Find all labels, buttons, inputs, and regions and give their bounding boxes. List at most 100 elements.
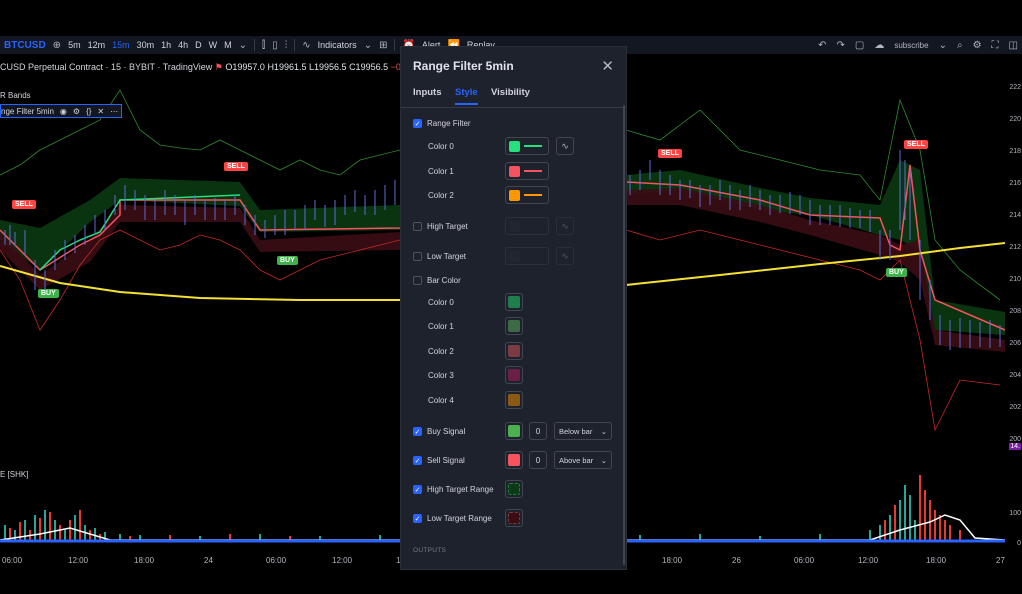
sell-signal-toggle[interactable]: ✓ Sell Signal bbox=[413, 456, 465, 465]
tab-inputs[interactable]: Inputs bbox=[413, 87, 442, 98]
chevron-down-icon[interactable]: ⌄ bbox=[238, 39, 248, 51]
checkbox-icon[interactable] bbox=[413, 252, 422, 261]
dialog-scrollbar[interactable] bbox=[623, 105, 625, 565]
high-target-range-label: High Target Range bbox=[427, 485, 494, 494]
buy-signal: BUY bbox=[886, 268, 907, 277]
outputs-section-label: OUTPUTS bbox=[413, 547, 447, 554]
symbol-search-button[interactable]: BTCUSD bbox=[4, 39, 46, 51]
line-style-icon[interactable]: ∿ bbox=[556, 217, 574, 235]
range-filter-line-green bbox=[39, 194, 241, 271]
source-code-icon[interactable]: {} bbox=[86, 106, 92, 116]
ohlc-icon[interactable]: ⫶ bbox=[284, 39, 288, 51]
bar-color0-label: Color 0 bbox=[428, 298, 454, 307]
redo-icon[interactable]: ↷ bbox=[836, 39, 845, 51]
tab-style[interactable]: Style bbox=[455, 87, 478, 105]
timeframe-4h[interactable]: 4h bbox=[178, 40, 189, 50]
more-icon[interactable]: ⋯ bbox=[110, 106, 119, 116]
templates-icon[interactable]: ⊞ bbox=[379, 39, 388, 51]
buy-signal-toggle[interactable]: ✓ Buy Signal bbox=[413, 427, 465, 436]
high-target-color-picker[interactable] bbox=[505, 217, 549, 235]
search-icon[interactable]: ⌕ bbox=[956, 39, 963, 51]
indicators-icon[interactable]: ∿ bbox=[302, 39, 311, 51]
bar-color4-picker[interactable] bbox=[505, 391, 523, 409]
high-target-range-toggle[interactable]: ✓ High Target Range bbox=[413, 485, 494, 494]
bar-color3-picker[interactable] bbox=[505, 366, 523, 384]
bar-color-toggle[interactable]: Bar Color bbox=[413, 276, 461, 285]
sell-signal-color-picker[interactable] bbox=[505, 451, 523, 469]
time-label: 18:00 bbox=[926, 556, 947, 565]
low-target-range-color-picker[interactable] bbox=[505, 509, 523, 527]
indicator-legend-bands[interactable]: R Bands bbox=[0, 91, 31, 100]
high-target-range-color-picker[interactable] bbox=[505, 480, 523, 498]
close-icon[interactable]: ✕ bbox=[97, 106, 105, 116]
rf-color0-picker[interactable] bbox=[505, 137, 549, 155]
price-label: 206 bbox=[1009, 340, 1021, 347]
chevron-down-icon[interactable]: ⌄ bbox=[363, 39, 373, 51]
chevron-down-icon[interactable]: ⌄ bbox=[938, 39, 947, 51]
line-style-icon[interactable]: ∿ bbox=[556, 247, 574, 265]
time-label: 12:00 bbox=[858, 556, 879, 565]
high-target-toggle[interactable]: High Target bbox=[413, 222, 468, 231]
chevron-down-icon: ⌄ bbox=[600, 455, 607, 465]
buy-signal-size[interactable]: 0 bbox=[529, 422, 547, 440]
candles-icon[interactable]: ⫿ bbox=[262, 39, 266, 51]
checkbox-checked-icon[interactable]: ✓ bbox=[413, 485, 422, 494]
price-label: 0 bbox=[1017, 540, 1021, 547]
price-axis[interactable]: 222 220 218 216 214 212 210 208 206 204 … bbox=[1004, 54, 1022, 554]
timeframe-d[interactable]: D bbox=[195, 40, 202, 50]
layout-icon[interactable]: ▢ bbox=[854, 39, 865, 51]
alert-icon[interactable]: ⏰ bbox=[402, 39, 415, 51]
compare-add-icon[interactable]: ⊕ bbox=[52, 39, 62, 51]
top-toolbar: BTCUSD ⊕ 5m 12m 15m 30m 1h 4h D W M ⌄ ⫿ … bbox=[0, 36, 1022, 54]
low-target-color-picker[interactable] bbox=[505, 247, 549, 265]
time-label: 26 bbox=[732, 556, 741, 565]
buy-signal-color-picker[interactable] bbox=[505, 422, 523, 440]
low-target-toggle[interactable]: Low Target bbox=[413, 252, 466, 261]
checkbox-icon[interactable] bbox=[413, 276, 422, 285]
checkbox-checked-icon[interactable]: ✓ bbox=[413, 514, 422, 523]
rf-color2-label: Color 2 bbox=[428, 191, 454, 200]
close-icon[interactable]: ✕ bbox=[601, 58, 614, 75]
bar-style-icon[interactable]: ▯ bbox=[272, 39, 278, 51]
subscribe-button[interactable]: subscribe bbox=[894, 40, 929, 50]
range-filter-toggle[interactable]: ✓ Range Filter bbox=[413, 119, 471, 128]
rf-color1-picker[interactable] bbox=[505, 162, 549, 180]
timeframe-1h[interactable]: 1h bbox=[161, 40, 172, 50]
close-value: C19956.5 bbox=[349, 62, 389, 72]
flag-icon[interactable]: ⚑ bbox=[214, 62, 223, 72]
replay-button[interactable]: Replay bbox=[466, 40, 495, 50]
indicators-button[interactable]: Indicators bbox=[317, 40, 357, 50]
chart-legend: CUSD Perpetual Contract · 15 · BYBIT · T… bbox=[0, 62, 424, 73]
fullscreen-icon[interactable]: ⛶ bbox=[991, 39, 999, 51]
line-style-icon[interactable]: ∿ bbox=[556, 137, 574, 155]
rf-color2-picker[interactable] bbox=[505, 186, 549, 204]
buy-signal-position-select[interactable]: Below bar ⌄ bbox=[554, 422, 612, 440]
timeframe-30m[interactable]: 30m bbox=[136, 40, 155, 50]
cloud-icon[interactable]: ☁ bbox=[874, 39, 885, 51]
gear-icon[interactable]: ⚙ bbox=[972, 39, 982, 51]
checkbox-icon[interactable] bbox=[413, 222, 422, 231]
checkbox-checked-icon[interactable]: ✓ bbox=[413, 119, 422, 128]
alert-button[interactable]: Alert bbox=[421, 40, 441, 50]
bar-color2-picker[interactable] bbox=[505, 342, 523, 360]
indicator-legend-range-filter[interactable]: nge Filter 5min ◉ ⚙ {} ✕ ⋯ bbox=[0, 104, 123, 118]
timeframe-12m[interactable]: 12m bbox=[87, 40, 106, 50]
timeframe-5m[interactable]: 5m bbox=[68, 40, 81, 50]
bar-color0-picker[interactable] bbox=[505, 293, 523, 311]
right-toolbar: ↶ ↷ ▢ ☁ subscribe ⌄ ⌕ ⚙ ⛶ ◫ bbox=[818, 36, 1018, 54]
checkbox-checked-icon[interactable]: ✓ bbox=[413, 456, 422, 465]
sell-signal-position-select[interactable]: Above bar ⌄ bbox=[554, 451, 612, 469]
checkbox-checked-icon[interactable]: ✓ bbox=[413, 427, 422, 436]
tab-visibility[interactable]: Visibility bbox=[491, 87, 530, 98]
camera-icon[interactable]: ◫ bbox=[1008, 39, 1018, 51]
eye-icon[interactable]: ◉ bbox=[59, 106, 67, 116]
settings-icon[interactable]: ⚙ bbox=[72, 106, 81, 116]
timeframe-m[interactable]: M bbox=[224, 40, 232, 50]
bar-color1-picker[interactable] bbox=[505, 317, 523, 335]
low-target-range-toggle[interactable]: ✓ Low Target Range bbox=[413, 514, 492, 523]
timeframe-w[interactable]: W bbox=[208, 40, 218, 50]
sell-signal-size[interactable]: 0 bbox=[529, 451, 547, 469]
undo-icon[interactable]: ↶ bbox=[818, 39, 827, 51]
replay-icon[interactable]: ⏪ bbox=[447, 39, 460, 51]
timeframe-15m[interactable]: 15m bbox=[112, 40, 130, 50]
